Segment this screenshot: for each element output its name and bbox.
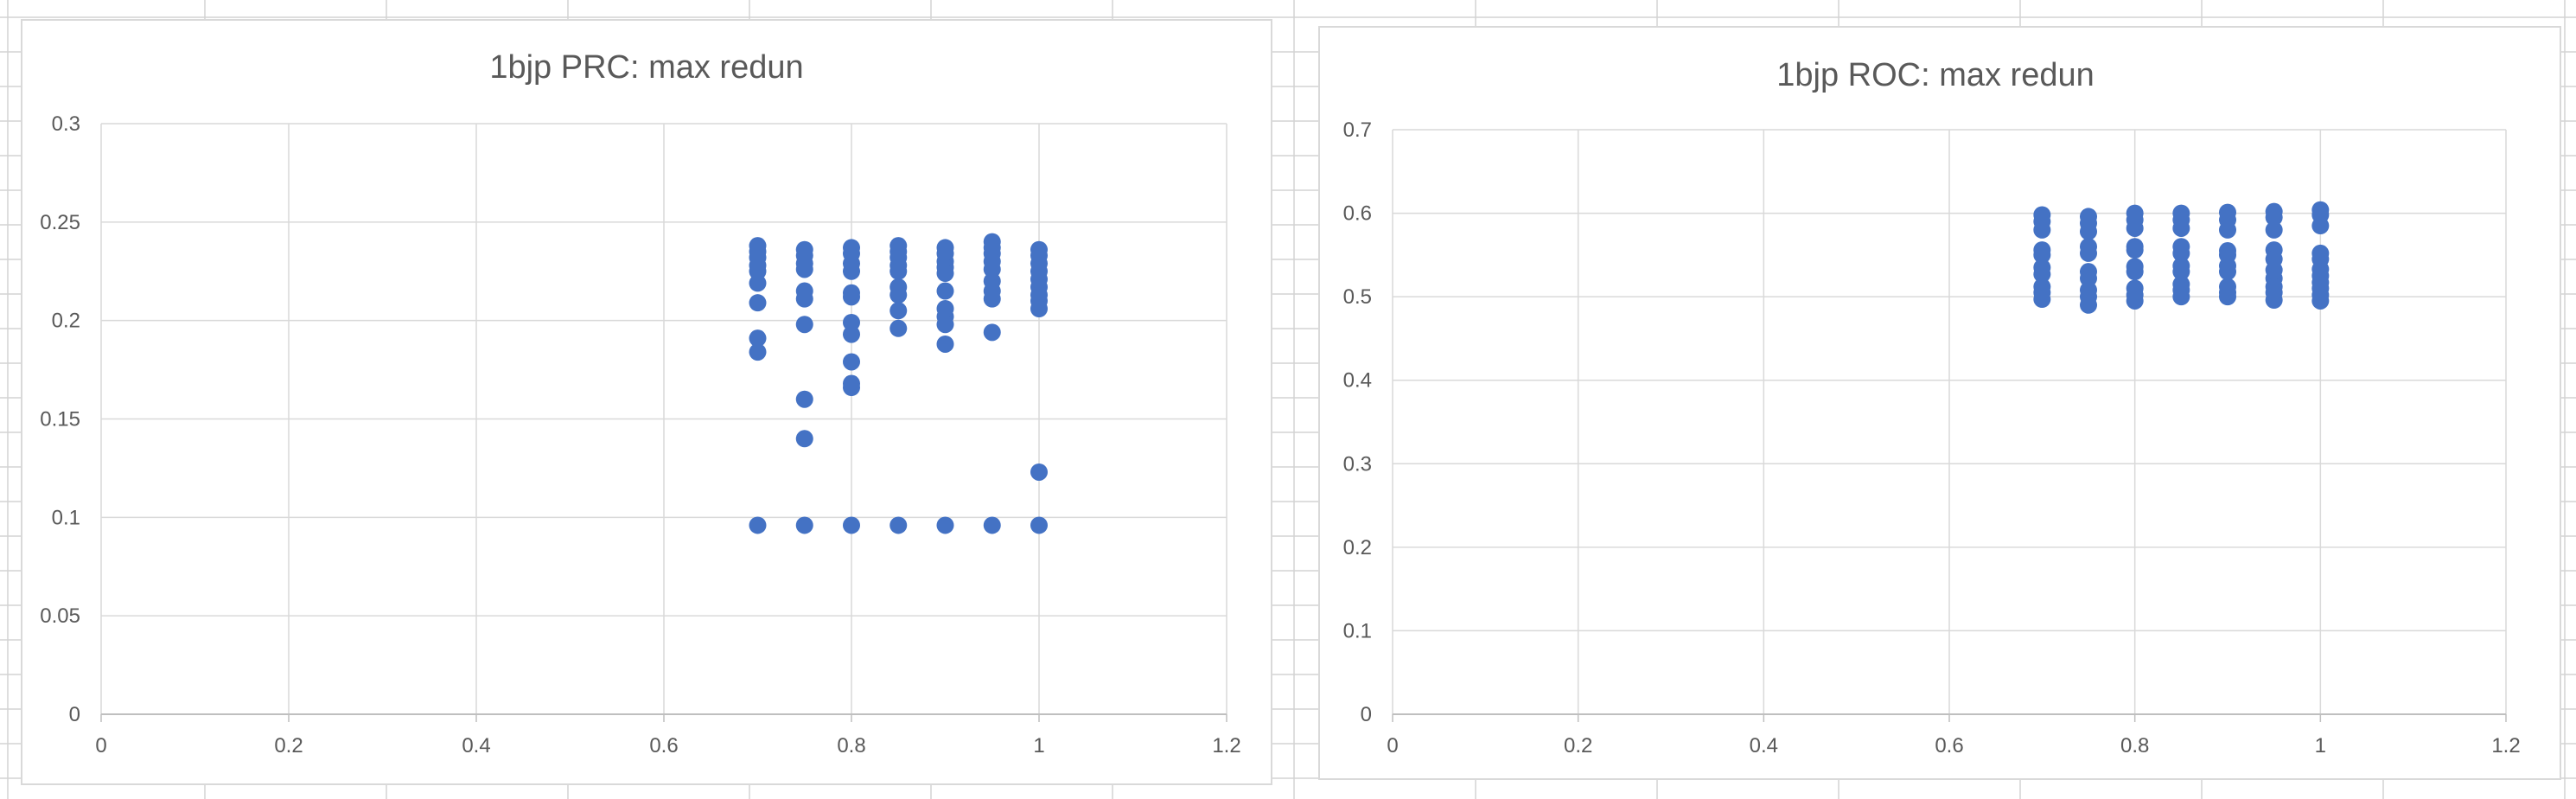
y-tick-label: 0.6 [1343, 202, 1372, 226]
prc-plot-area: 0 0.05 0.1 0.15 0.2 0.25 0.3 0 0.2 0.4 0.6 0.8 1 1.2 [40, 112, 1240, 757]
data-point [843, 288, 860, 306]
data-point [843, 353, 860, 371]
y-tick-label: 0.2 [52, 310, 80, 333]
roc-plot-area: 0 0.1 0.2 0.3 0.4 0.5 0.6 0.7 0 0.2 0.4 0.6 0.8 1 1.2 [1343, 118, 2521, 757]
data-point [2219, 288, 2236, 306]
x-tick-label: 0 [95, 734, 106, 757]
roc-chart-canvas: 1bjp ROC: max redun 00.10.20.30.40.50.60… [1343, 57, 2521, 757]
data-point [2080, 222, 2097, 240]
roc-chart[interactable]: 1bjp ROC: max redun 0 0.1 0.2 0.3 0.4 0.5 0.6 0… [1318, 26, 2561, 780]
y-tick-label: 0.7 [1343, 118, 1372, 142]
x-tick-label: 0.4 [462, 734, 490, 757]
x-tick-label: 1.2 [1212, 734, 1240, 757]
x-tick-label: 0.6 [649, 734, 678, 757]
x-tick-label: 1.2 [2491, 734, 2520, 757]
data-point [795, 316, 813, 334]
data-point [936, 516, 954, 534]
data-point [795, 430, 813, 448]
data-point [2311, 291, 2330, 310]
y-tick-label: 0.4 [1343, 369, 1372, 393]
x-tick-label: 0.2 [1564, 734, 1592, 757]
data-point [2219, 221, 2236, 239]
data-point [2172, 263, 2190, 281]
x-tick-label: 0.4 [1750, 734, 1778, 757]
data-point [2172, 244, 2190, 262]
prc-chart-canvas: 1bjp PRC: max redun 00.050.10.150.20.250… [40, 49, 1240, 757]
y-tick-label: 0.15 [40, 408, 80, 431]
y-tick-label: 0.2 [1343, 536, 1372, 559]
data-point [2033, 265, 2051, 284]
data-point [2080, 296, 2097, 314]
y-tick-label: 0.1 [52, 506, 80, 529]
data-point [889, 286, 908, 304]
data-point [2033, 291, 2051, 309]
x-tick-label: 0.2 [274, 734, 303, 757]
y-tick-label: 0.3 [1343, 452, 1372, 476]
data-point [795, 390, 813, 408]
data-point [936, 282, 954, 300]
y-tick-label: 0 [69, 703, 80, 726]
data-point [749, 329, 767, 348]
x-tick-label: 1 [1033, 734, 1044, 757]
data-point [749, 294, 767, 312]
roc-chart-title: 1bjp ROC: max redun [1776, 57, 2095, 93]
data-point [843, 325, 860, 343]
y-tick-label: 0.05 [40, 604, 80, 628]
data-point [749, 343, 767, 361]
data-point [749, 274, 767, 292]
data-point [936, 335, 954, 353]
data-point [983, 290, 1001, 308]
data-point [843, 262, 860, 280]
y-tick-label: 0.3 [52, 112, 80, 136]
data-point [2080, 244, 2097, 262]
data-point [889, 302, 908, 320]
data-point [1030, 300, 1048, 318]
data-point [2219, 263, 2236, 281]
data-point [2126, 241, 2144, 259]
y-tick-label: 0.5 [1343, 285, 1372, 309]
data-point [889, 516, 908, 534]
data-point [2033, 246, 2051, 264]
data-point [795, 290, 813, 308]
y-tick-label: 0.1 [1343, 619, 1372, 642]
data-point [2126, 291, 2144, 310]
x-tick-label: 0.8 [837, 734, 865, 757]
y-tick-label: 0 [1361, 703, 1372, 726]
y-tick-label: 0.25 [40, 211, 80, 234]
data-point [2172, 288, 2190, 306]
data-point [843, 516, 860, 534]
data-point [2265, 221, 2283, 239]
data-point [936, 316, 954, 334]
data-point [2172, 219, 2190, 237]
data-point [795, 516, 813, 534]
data-point [2311, 217, 2330, 235]
data-point [749, 516, 767, 534]
data-point [2265, 208, 2283, 227]
data-point [889, 262, 908, 280]
data-point [2126, 219, 2144, 237]
data-point [795, 260, 813, 278]
data-point [1030, 516, 1048, 534]
prc-chart-title: 1bjp PRC: max redun [489, 49, 803, 86]
data-point [2265, 291, 2283, 310]
x-tick-label: 0 [1387, 734, 1398, 757]
data-point [2033, 221, 2051, 239]
data-point [2126, 263, 2144, 281]
data-point [983, 323, 1001, 342]
x-tick-label: 0.6 [1935, 734, 1963, 757]
data-point [843, 379, 860, 397]
data-point [936, 265, 954, 283]
data-point [889, 319, 908, 337]
prc-chart[interactable]: 1bjp PRC: max redun 0 0.05 0.1 0.15 0.2 0.25 0… [21, 19, 1272, 785]
data-point [1030, 463, 1048, 481]
data-point [983, 516, 1001, 534]
x-tick-label: 1 [2315, 734, 2326, 757]
x-tick-label: 0.8 [2120, 734, 2149, 757]
